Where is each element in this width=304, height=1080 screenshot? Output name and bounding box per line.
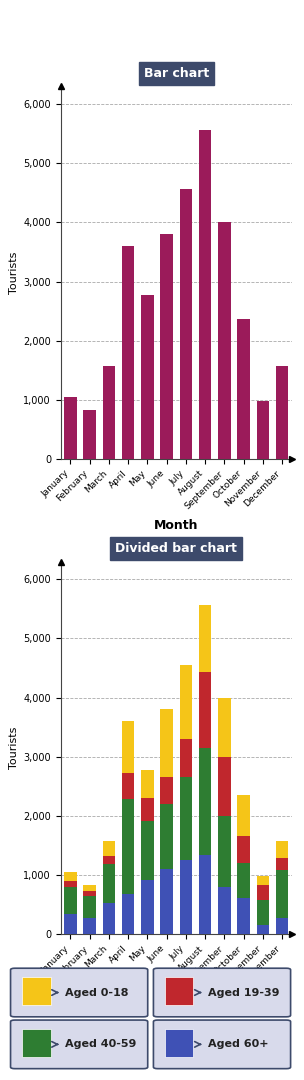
Bar bbox=[64, 873, 77, 881]
Bar bbox=[180, 189, 192, 459]
Bar bbox=[199, 131, 212, 459]
FancyBboxPatch shape bbox=[11, 968, 148, 1017]
Bar bbox=[103, 365, 115, 459]
Bar bbox=[257, 886, 269, 900]
Bar bbox=[257, 401, 269, 459]
Bar bbox=[141, 821, 154, 880]
Bar bbox=[64, 881, 77, 887]
Bar bbox=[180, 861, 192, 934]
Bar bbox=[83, 918, 96, 934]
Bar bbox=[22, 977, 50, 1005]
Bar bbox=[64, 396, 77, 459]
Bar bbox=[122, 799, 134, 894]
X-axis label: Month: Month bbox=[154, 995, 199, 1008]
Bar bbox=[276, 859, 288, 870]
Y-axis label: Tourists: Tourists bbox=[9, 252, 19, 294]
Text: Aged 0-18: Aged 0-18 bbox=[65, 987, 128, 998]
Bar bbox=[103, 840, 115, 855]
Title: Bar chart: Bar chart bbox=[144, 67, 209, 80]
Bar bbox=[218, 887, 231, 934]
Bar bbox=[64, 887, 77, 914]
Text: Aged 40-59: Aged 40-59 bbox=[65, 1039, 136, 1050]
Bar bbox=[122, 721, 134, 773]
Bar bbox=[161, 710, 173, 778]
Bar bbox=[64, 914, 77, 934]
Bar bbox=[161, 869, 173, 934]
Bar bbox=[83, 886, 96, 891]
Bar bbox=[83, 410, 96, 459]
Bar bbox=[141, 880, 154, 934]
Bar bbox=[237, 863, 250, 899]
Bar bbox=[218, 698, 231, 757]
Bar bbox=[237, 795, 250, 836]
Bar bbox=[103, 864, 115, 903]
Bar bbox=[199, 748, 212, 855]
Bar bbox=[180, 739, 192, 778]
X-axis label: Month: Month bbox=[154, 519, 199, 532]
Bar bbox=[141, 798, 154, 821]
Bar bbox=[122, 773, 134, 799]
Text: Aged 60+: Aged 60+ bbox=[208, 1039, 268, 1050]
Bar bbox=[218, 815, 231, 887]
FancyBboxPatch shape bbox=[154, 968, 291, 1017]
Bar bbox=[103, 903, 115, 934]
Bar bbox=[161, 778, 173, 805]
Bar bbox=[276, 840, 288, 859]
FancyBboxPatch shape bbox=[154, 1020, 291, 1069]
Bar bbox=[257, 876, 269, 886]
Bar bbox=[199, 606, 212, 672]
Bar bbox=[103, 855, 115, 864]
Bar bbox=[199, 855, 212, 934]
Bar bbox=[218, 222, 231, 459]
Bar bbox=[165, 977, 193, 1005]
Bar bbox=[122, 246, 134, 459]
Bar bbox=[141, 770, 154, 798]
Bar bbox=[276, 918, 288, 934]
Bar bbox=[122, 894, 134, 934]
Bar bbox=[22, 1029, 50, 1057]
Bar bbox=[141, 295, 154, 459]
Bar bbox=[161, 234, 173, 459]
Bar bbox=[180, 778, 192, 861]
Bar bbox=[237, 320, 250, 459]
Bar bbox=[257, 900, 269, 926]
Bar bbox=[237, 836, 250, 863]
Bar bbox=[276, 870, 288, 918]
Bar bbox=[161, 805, 173, 869]
Title: Divided bar chart: Divided bar chart bbox=[116, 542, 237, 555]
Bar bbox=[237, 899, 250, 934]
Bar bbox=[165, 1029, 193, 1057]
Bar bbox=[180, 664, 192, 739]
Y-axis label: Tourists: Tourists bbox=[9, 727, 19, 769]
Bar bbox=[257, 926, 269, 934]
Bar bbox=[83, 891, 96, 895]
Bar bbox=[276, 365, 288, 459]
Text: Aged 19-39: Aged 19-39 bbox=[208, 987, 279, 998]
Bar bbox=[199, 672, 212, 748]
Bar bbox=[218, 757, 231, 815]
FancyBboxPatch shape bbox=[11, 1020, 148, 1069]
Bar bbox=[83, 895, 96, 918]
